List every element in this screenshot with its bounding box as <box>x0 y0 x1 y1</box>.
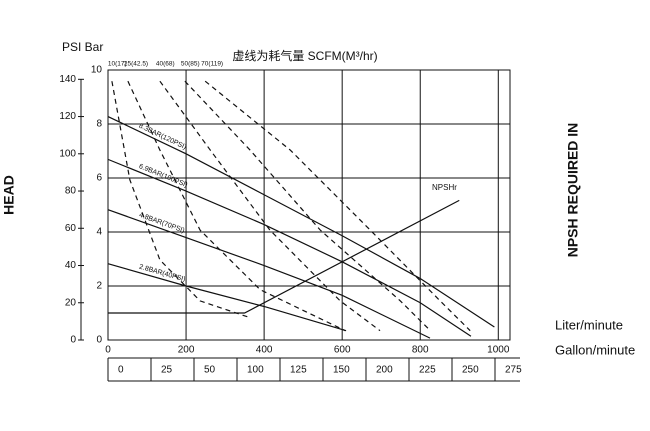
y-tick-label: 80 <box>65 186 77 197</box>
x-tick-label: 200 <box>178 345 195 356</box>
y2-tick-label: 2 <box>96 281 102 292</box>
npsh-label: NPSHr <box>432 183 457 192</box>
curve-label: 8.3BAR(120PSI) <box>138 123 188 152</box>
head-curve <box>107 116 495 328</box>
air-label: 10(17) <box>108 61 127 68</box>
x-tick-label: 800 <box>412 345 429 356</box>
head-curve <box>107 158 472 337</box>
y-label: PSI Bar <box>62 40 103 54</box>
y2-axis-title: NPSH REQUIRED IN <box>565 123 581 258</box>
y-tick-label: 100 <box>59 148 76 159</box>
gallon-tick-label: 250 <box>462 365 479 376</box>
y2-tick-label: 6 <box>96 173 102 184</box>
curve-label: 2.8BAR(40PSI) <box>138 264 186 284</box>
x-tick-label: 0 <box>105 345 111 356</box>
air-label: 40(68) <box>156 61 175 68</box>
head-curve <box>108 199 460 314</box>
air-label: 70(119) <box>201 61 223 68</box>
chart-title: 虚线为耗气量 SCFM(M³/hr) <box>232 48 377 63</box>
head-curve <box>107 263 347 332</box>
gallon-tick-label: 0 <box>118 365 124 376</box>
air-label: 25(42.5) <box>124 61 148 68</box>
y-tick-label: 40 <box>65 260 77 271</box>
plot-frame <box>107 69 511 341</box>
gallon-tick-label: 125 <box>290 365 307 376</box>
air-curve <box>204 80 471 332</box>
gallon-tick-label: 200 <box>376 365 393 376</box>
y-tick-label: 20 <box>65 297 77 308</box>
y-axis-title: HEAD <box>1 175 17 215</box>
head-curve <box>107 209 431 339</box>
y2-tick-label: 8 <box>96 119 102 130</box>
curve-label: 6.9BAR(100PSI) <box>138 163 189 189</box>
y2-tick-label: 10 <box>91 65 103 76</box>
x-tick-label: 1000 <box>487 345 510 356</box>
y-tick-label: 0 <box>70 335 76 346</box>
air-curve <box>159 80 381 332</box>
x-tick-label: 600 <box>334 345 351 356</box>
x2-label: Gallon/minute <box>555 342 635 357</box>
y-tick-label: 60 <box>65 223 77 234</box>
air-curve <box>127 80 346 332</box>
y-tick-label: 120 <box>59 111 76 122</box>
gallon-tick-label: 275 <box>505 365 522 376</box>
gallon-tick-label: 150 <box>333 365 350 376</box>
y2-tick-label: 0 <box>96 335 102 346</box>
gallon-tick-label: 50 <box>204 365 216 376</box>
y-tick-label: 140 <box>59 74 76 85</box>
air-curve <box>111 81 251 319</box>
y2-tick-label: 4 <box>96 227 102 238</box>
x-label: Liter/minute <box>555 317 623 332</box>
gallon-tick-label: 225 <box>419 365 436 376</box>
air-label: 50(85) <box>181 61 200 68</box>
x-tick-label: 400 <box>256 345 273 356</box>
gallon-tick-label: 25 <box>161 365 173 376</box>
air-curve <box>184 80 431 332</box>
gallon-tick-label: 100 <box>247 365 264 376</box>
